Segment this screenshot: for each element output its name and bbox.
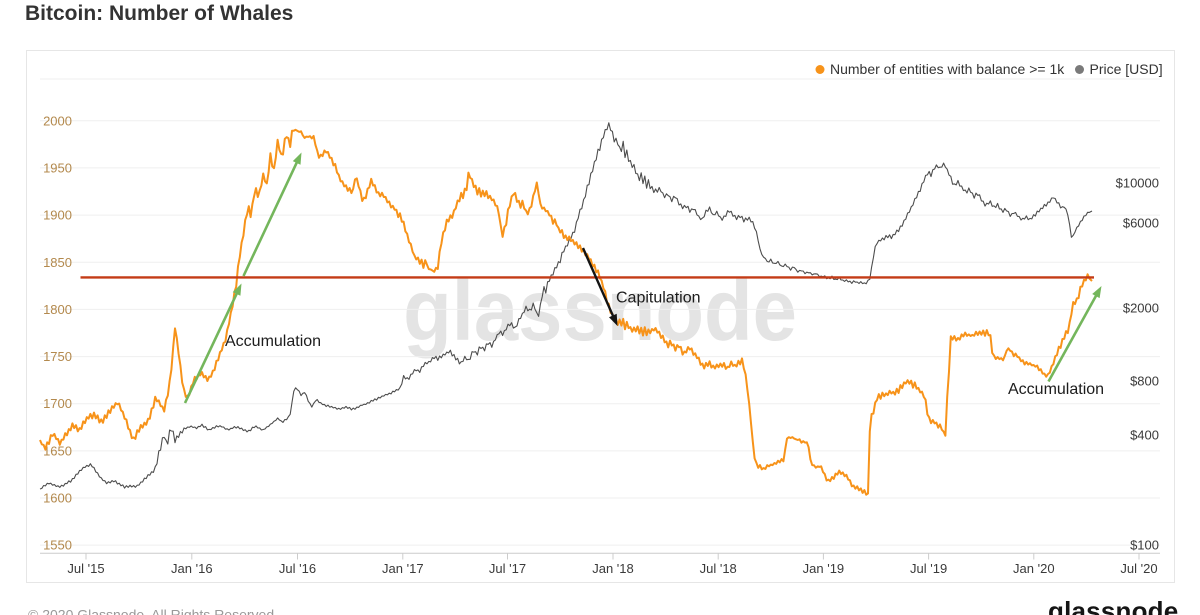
svg-text:1650: 1650 [43,443,72,458]
svg-text:Jul '20: Jul '20 [1120,561,1157,576]
svg-text:1550: 1550 [43,538,72,553]
svg-text:2000: 2000 [43,113,72,128]
svg-text:Jan '16: Jan '16 [171,561,213,576]
svg-text:1800: 1800 [43,302,72,317]
svg-text:$400: $400 [1130,428,1159,443]
svg-text:1950: 1950 [43,160,72,175]
svg-text:$6000: $6000 [1123,216,1159,231]
svg-text:Jul '19: Jul '19 [910,561,947,576]
svg-text:Jan '17: Jan '17 [382,561,424,576]
svg-text:Jul '18: Jul '18 [700,561,737,576]
svg-text:Jul '17: Jul '17 [489,561,526,576]
svg-text:Bitcoin: Number of Whales: Bitcoin: Number of Whales [25,2,293,25]
svg-text:Jan '19: Jan '19 [803,561,845,576]
svg-text:$2000: $2000 [1123,301,1159,316]
svg-text:$800: $800 [1130,374,1159,389]
svg-text:Accumulation: Accumulation [1008,381,1104,398]
svg-text:Number of entities with balanc: Number of entities with balance >= 1k [830,61,1065,77]
svg-text:Accumulation: Accumulation [225,333,321,350]
svg-text:Capitulation: Capitulation [616,290,701,307]
svg-text:1700: 1700 [43,396,72,411]
svg-text:1750: 1750 [43,349,72,364]
svg-text:1600: 1600 [43,491,72,506]
svg-text:Jan '18: Jan '18 [592,561,634,576]
svg-text:1900: 1900 [43,208,72,223]
svg-text:$100: $100 [1130,538,1159,553]
svg-text:Jan '20: Jan '20 [1013,561,1055,576]
svg-text:© 2020 Glassnode. All Rights R: © 2020 Glassnode. All Rights Reserved [28,607,274,615]
svg-text:1850: 1850 [43,255,72,270]
svg-text:Price [USD]: Price [USD] [1090,61,1163,77]
svg-text:Jul '16: Jul '16 [279,561,316,576]
svg-text:glassnode: glassnode [1048,596,1178,615]
svg-text:Jul '15: Jul '15 [67,561,104,576]
svg-text:$10000: $10000 [1116,176,1159,191]
